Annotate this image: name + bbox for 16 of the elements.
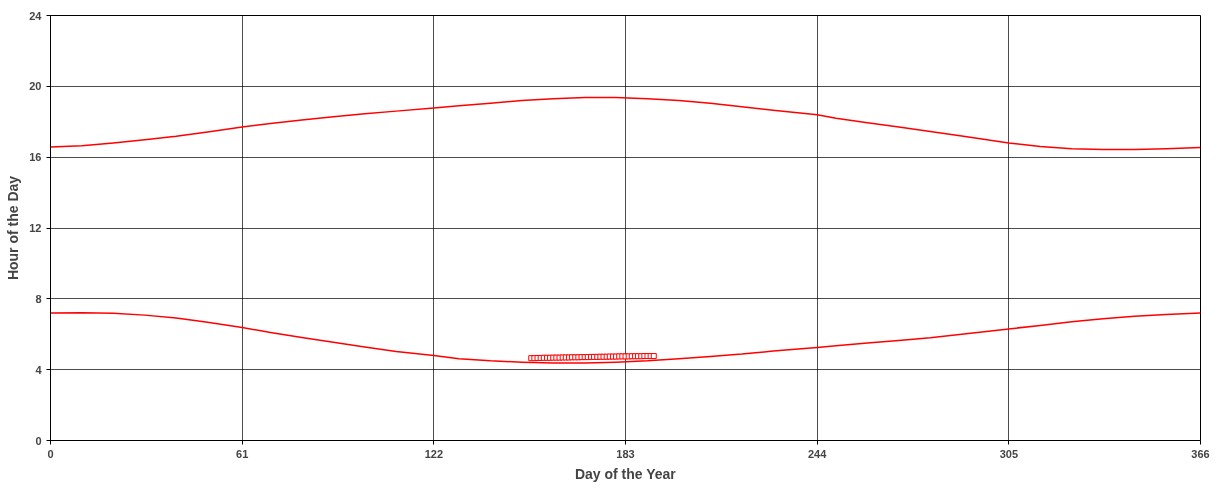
y-tick-label: 8 [35,292,42,305]
y-tick-label: 12 [29,222,42,234]
y-tick-label: 0 [35,434,42,447]
y-tick-label: 16 [29,151,42,164]
x-axis-title: Day of the Year [574,465,677,482]
x-tick-label: 122 [424,447,444,460]
y-tick-label: 24 [29,9,43,22]
y-tick-label: 4 [35,363,43,376]
x-tick-label: 0 [47,447,54,460]
x-tick-label: 244 [807,447,828,460]
x-tick-label: 305 [999,447,1019,460]
y-tick-label: 20 [29,80,42,93]
x-tick-label: 61 [236,447,249,460]
y-axis-title: Hour of the Day [5,175,22,281]
x-tick-label: 366 [1191,447,1210,460]
x-tick-label: 183 [616,447,635,460]
